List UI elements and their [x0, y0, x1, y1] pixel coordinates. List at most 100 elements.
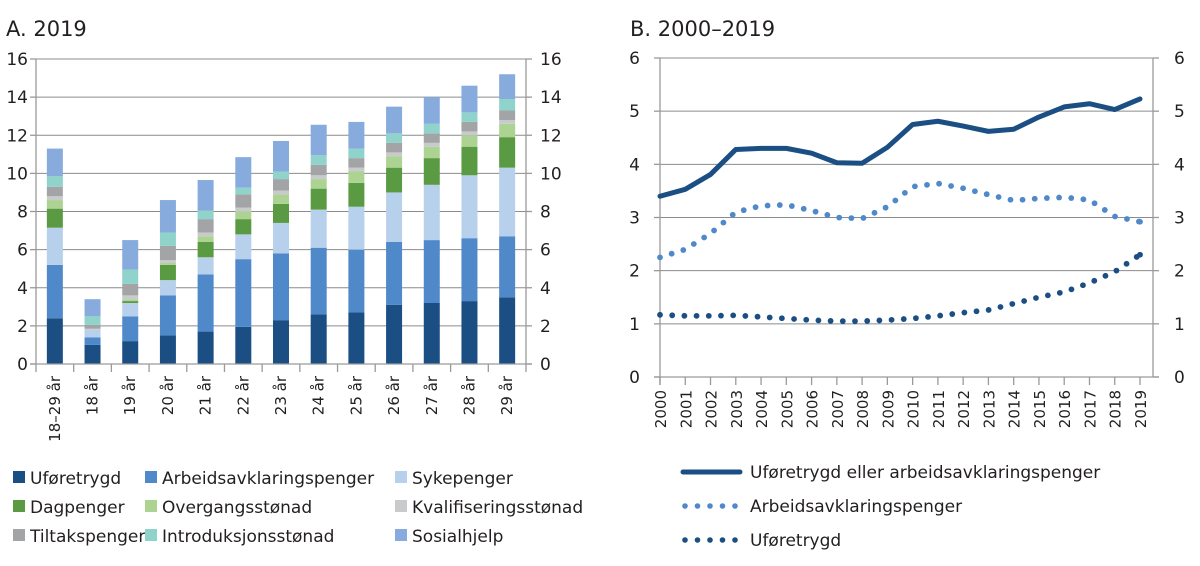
line-dot	[848, 215, 855, 222]
bar-segment	[46, 176, 63, 187]
bar-segment	[46, 200, 63, 209]
line-dot	[985, 307, 992, 313]
bar-segment	[46, 227, 63, 265]
bar-segment	[273, 171, 289, 180]
line-dot	[1068, 195, 1075, 201]
bar-segment	[461, 175, 478, 239]
legend-swatch	[13, 471, 25, 483]
bar-segment	[84, 328, 101, 330]
bar-segment	[159, 335, 176, 364]
bar-segment	[122, 341, 139, 364]
dotted-series-1	[657, 180, 1143, 261]
bar-segment	[423, 184, 440, 241]
line-dot	[1056, 194, 1062, 201]
chart-b-gridlines	[660, 57, 1153, 325]
y-tick-label-left: 2	[629, 262, 640, 282]
x-tick-label: 2011	[930, 390, 948, 428]
chart-b: B. 2000–2019 0 0 1 1 2 2 3 3 4 4 5 5 6 6 2000 2001 2002…	[629, 17, 1185, 551]
bar-segment	[423, 133, 440, 143]
bar-segment	[273, 203, 289, 223]
y-tick-label-right: 5	[1174, 102, 1185, 122]
legend-label: Uføretrygd	[30, 469, 121, 489]
line-dot	[1021, 298, 1028, 304]
bar-segment	[461, 238, 478, 302]
line-dot	[901, 189, 908, 196]
chart-b-x-tick-labels: 2000 2001 2002 2003 2004 2005 2006 2007 2008 2009…	[652, 390, 1150, 428]
bar-segment	[235, 194, 252, 208]
bar-segment	[348, 312, 365, 364]
bar-segment	[46, 208, 63, 228]
y-tick-label-left: 6	[629, 49, 640, 69]
x-tick-label: 2018	[1107, 390, 1125, 428]
bar-segment	[386, 167, 403, 193]
x-tick-label: 2017	[1081, 390, 1099, 428]
chart-b-y-tick-labels: 0 0 1 1 2 2 3 3 4 4 5 5 6 6	[629, 49, 1185, 388]
x-tick-label: 2007	[829, 390, 847, 428]
line-dot	[882, 204, 889, 211]
x-tick-label: 18 år	[84, 375, 102, 415]
y-tick-label-left: 2	[17, 317, 28, 337]
line-dot	[657, 311, 663, 318]
y-tick-label-left: 1	[629, 315, 640, 335]
bar-segment	[386, 152, 403, 157]
bar-segment	[499, 110, 516, 120]
line-dot	[925, 313, 931, 320]
y-tick-label-right: 6	[540, 241, 551, 261]
bar-segment	[310, 164, 327, 176]
bar-segment	[499, 99, 516, 111]
bar-segment	[310, 247, 327, 315]
bar-segment	[461, 112, 478, 122]
y-tick-label-left: 8	[17, 203, 28, 223]
line-dot	[740, 207, 747, 214]
bar-segment	[499, 123, 516, 138]
x-tick-label: 23 år	[272, 375, 290, 415]
y-tick-label-right: 3	[1174, 209, 1185, 229]
legend-swatch	[145, 500, 157, 512]
chart-a-y-tick-labels: 0 0 2 2 4 4 6 6 8 8 10 10 12 12 14 14 16 16	[6, 50, 561, 375]
y-tick-label-right: 2	[540, 317, 551, 337]
bar-segment	[386, 156, 403, 168]
line-dot	[815, 317, 822, 324]
x-tick-label: 19 år	[121, 375, 139, 415]
line-dot	[836, 214, 843, 221]
bar-segment	[310, 188, 327, 210]
legend-swatch	[395, 500, 407, 512]
y-tick-label-left: 0	[629, 368, 640, 388]
bar-segment	[348, 121, 365, 149]
bar-segment	[159, 260, 176, 263]
y-tick-label-right: 16	[540, 50, 562, 70]
bar-segment	[273, 140, 289, 172]
x-tick-label: 18–29 år	[46, 375, 64, 442]
y-tick-label-right: 4	[1174, 155, 1185, 175]
line-dot	[1068, 286, 1075, 293]
x-tick-label: 2008	[854, 390, 872, 428]
legend-dot-swatch	[719, 537, 726, 543]
bar-segment	[423, 123, 440, 134]
legend-dot-swatch	[707, 503, 713, 509]
line-dot	[720, 219, 727, 226]
x-tick-label: 2005	[778, 390, 796, 428]
chart-a: A. 2019 0 0 2 2 4 4 6 6 8 8 10 10 12 12 14 14 16 16 18–29…	[6, 17, 583, 547]
bar-segment	[197, 274, 214, 332]
legend-dot-swatch	[682, 503, 688, 509]
legend-dot-swatch	[732, 503, 738, 509]
y-tick-label-right: 8	[540, 203, 551, 223]
line-dot	[839, 318, 846, 325]
bar-segment	[159, 295, 176, 336]
bar-segment	[197, 232, 214, 237]
bar-segment	[122, 269, 139, 284]
x-tick-label: 2013	[980, 390, 998, 428]
line-dot	[888, 316, 895, 323]
legend-label: Sosialhjelp	[412, 527, 503, 547]
legend-dot-swatch	[694, 537, 701, 543]
bar-segment	[499, 74, 516, 100]
y-tick-label-left: 3	[629, 209, 640, 229]
bar-segment	[423, 303, 440, 364]
bar-segment	[499, 167, 516, 237]
line-dot	[1137, 218, 1143, 225]
legend-dot-swatch	[707, 537, 713, 543]
x-tick-label: 22 år	[234, 375, 252, 415]
line-dot	[1019, 196, 1026, 203]
bar-segment	[348, 182, 365, 207]
chart-b-axes	[654, 57, 1159, 385]
